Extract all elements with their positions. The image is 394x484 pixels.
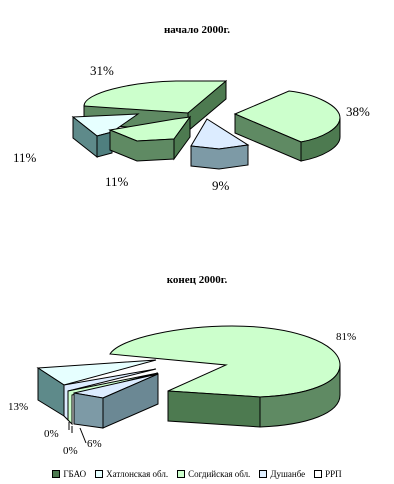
legend-item-dushanbe: Душанбе xyxy=(259,469,305,479)
chart-1-slice-38 xyxy=(233,90,341,162)
legend-label-gbao: ГБАО xyxy=(63,469,87,479)
legend-item-sughd: Согдийская обл. xyxy=(177,469,250,479)
chart-1-label-2: 11% xyxy=(105,174,129,189)
chart-2: конец 2000г. xyxy=(8,274,356,457)
legend-item-khatlon: Хатлонская обл. xyxy=(95,469,168,479)
legend: ГБАО Хатлонская обл. Согдийская обл. Душ… xyxy=(0,467,394,481)
chart-2-label-3: 0% xyxy=(63,445,78,457)
chart-2-label-2: 0% xyxy=(44,428,59,440)
chart-2-label-1: 13% xyxy=(8,401,28,413)
legend-item-gbao: ГБАО xyxy=(52,469,86,479)
legend-swatch-sughd xyxy=(177,470,186,478)
legend-swatch-dushanbe xyxy=(259,470,268,478)
chart-2-leader-6 xyxy=(79,427,87,444)
chart-1-slice-11-cyan xyxy=(71,113,140,159)
legend-swatch-khatlon xyxy=(95,470,104,478)
legend-label-dushanbe: Душанбе xyxy=(270,469,306,479)
chart-1-label-0: 31% xyxy=(90,63,114,78)
legend-label-khatlon: Хатлонская обл. xyxy=(106,469,169,479)
chart-2-label-0: 81% xyxy=(336,331,356,343)
legend-swatch-rrp xyxy=(314,470,323,478)
chart-2-label-4: 6% xyxy=(87,438,102,450)
chart-1-slice-11-green xyxy=(108,115,192,162)
chart-2-slice-6 xyxy=(73,373,159,429)
chart-1-label-4: 38% xyxy=(346,104,370,119)
chart-1-label-3: 9% xyxy=(212,178,230,193)
legend-label-sughd: Согдийская обл. xyxy=(188,469,251,479)
chart-2-slice-81 xyxy=(109,325,341,428)
chart-1-label-1: 11% xyxy=(13,150,37,165)
legend-label-rrp: РРП xyxy=(325,469,342,479)
chart-1-title: начало 2000г. xyxy=(164,24,230,36)
legend-swatch-gbao xyxy=(52,470,61,478)
chart-2-slice-13 xyxy=(36,359,157,417)
legend-item-rrp: РРП xyxy=(314,469,342,479)
chart-2-title: конец 2000г. xyxy=(167,274,228,286)
chart-2-slice-0-b xyxy=(67,372,159,426)
chart-1-slice-9 xyxy=(190,118,250,170)
chart-1: начало 2000г. xyxy=(13,24,370,193)
